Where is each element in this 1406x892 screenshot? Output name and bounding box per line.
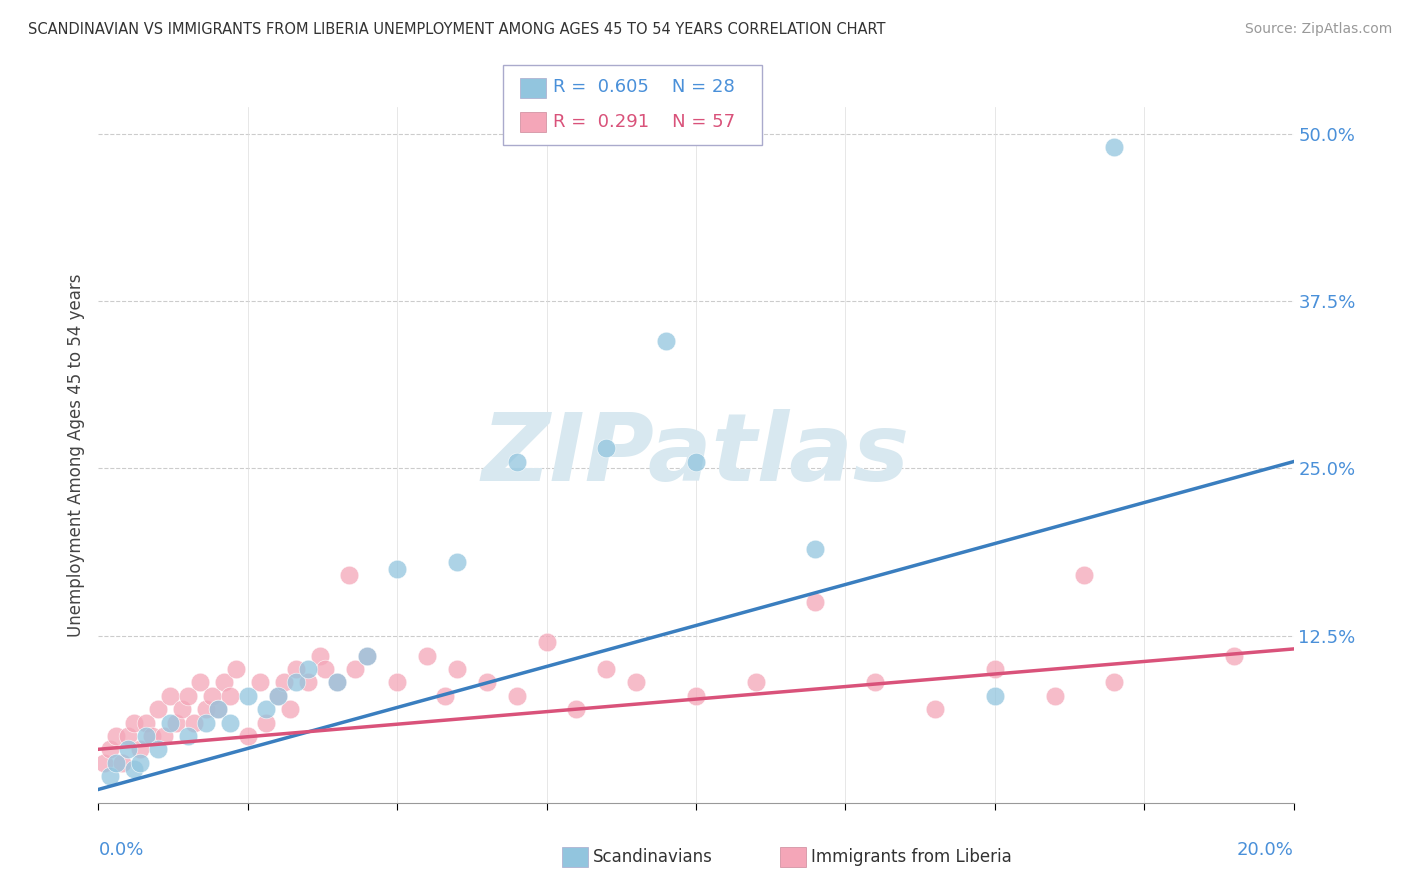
Point (124, 715, 146, 730)
Point (225, 662, 247, 676)
Point (249, 675, 271, 690)
Point (129, 756, 152, 770)
Point (446, 662, 468, 676)
Point (159, 689, 181, 703)
Point (536, 635, 558, 649)
Point (356, 648, 378, 663)
Point (339, 568, 360, 582)
Point (177, 729, 200, 743)
Point (236, 689, 259, 703)
Point (236, 729, 259, 743)
Point (201, 689, 224, 703)
Point (284, 662, 307, 676)
Point (284, 675, 307, 690)
Point (326, 675, 349, 690)
Point (315, 662, 337, 676)
Point (98, 769, 122, 783)
Point (141, 729, 163, 743)
Point (254, 702, 277, 716)
Point (165, 715, 187, 730)
Point (475, 675, 498, 690)
Point (924, 702, 946, 716)
Point (685, 689, 707, 703)
Point (297, 675, 319, 690)
Point (356, 648, 378, 663)
Point (117, 742, 139, 756)
Point (344, 662, 367, 676)
Point (177, 689, 200, 703)
Point (194, 702, 218, 716)
Point (267, 689, 290, 703)
Text: R =  0.605    N = 28: R = 0.605 N = 28 (553, 78, 734, 96)
Point (655, 334, 678, 349)
Text: Source: ZipAtlas.com: Source: ZipAtlas.com (1244, 22, 1392, 37)
Point (1073, 568, 1095, 582)
Point (207, 702, 229, 716)
Point (308, 648, 330, 663)
Point (434, 689, 457, 703)
Point (983, 662, 1005, 676)
Point (865, 675, 887, 690)
Point (98, 742, 122, 756)
Point (105, 756, 128, 770)
Text: R =  0.291    N = 57: R = 0.291 N = 57 (553, 113, 735, 131)
Point (219, 715, 242, 730)
Point (188, 675, 211, 690)
Point (565, 702, 588, 716)
Text: Immigrants from Liberia: Immigrants from Liberia (811, 848, 1012, 866)
Point (267, 689, 290, 703)
Text: SCANDINAVIAN VS IMMIGRANTS FROM LIBERIA UNEMPLOYMENT AMONG AGES 45 TO 54 YEARS C: SCANDINAVIAN VS IMMIGRANTS FROM LIBERIA … (28, 22, 886, 37)
Point (506, 689, 529, 703)
Point (117, 729, 139, 743)
Point (1104, 140, 1126, 154)
Point (207, 702, 229, 716)
Point (685, 455, 707, 469)
Point (983, 689, 1005, 703)
Point (93, 756, 115, 770)
Point (212, 675, 235, 690)
Point (194, 715, 218, 730)
Point (506, 455, 529, 469)
Point (148, 702, 170, 716)
Point (1043, 689, 1066, 703)
Point (595, 442, 617, 456)
Point (416, 648, 439, 663)
Point (135, 729, 157, 743)
Point (278, 702, 301, 716)
Point (595, 662, 617, 676)
Point (148, 742, 170, 756)
Y-axis label: Unemployment Among Ages 45 to 54 years: Unemployment Among Ages 45 to 54 years (66, 273, 84, 637)
Point (297, 662, 319, 676)
Point (273, 675, 295, 690)
Point (172, 702, 194, 716)
Point (219, 689, 242, 703)
Point (624, 675, 647, 690)
Point (153, 729, 176, 743)
Point (124, 762, 146, 776)
Point (804, 541, 827, 556)
Point (804, 595, 827, 609)
Point (254, 715, 277, 730)
Text: 0.0%: 0.0% (98, 841, 143, 859)
Point (135, 715, 157, 730)
Point (1104, 675, 1126, 690)
Point (159, 715, 181, 730)
Text: ZIPatlas: ZIPatlas (482, 409, 910, 501)
Point (446, 555, 468, 569)
Point (745, 675, 768, 690)
Text: 20.0%: 20.0% (1237, 841, 1294, 859)
Point (385, 562, 409, 576)
Point (129, 742, 152, 756)
Point (183, 715, 205, 730)
Point (385, 675, 409, 690)
Point (326, 675, 349, 690)
Point (1223, 648, 1246, 663)
Point (105, 729, 128, 743)
Text: Scandinavians: Scandinavians (593, 848, 713, 866)
Point (111, 756, 134, 770)
